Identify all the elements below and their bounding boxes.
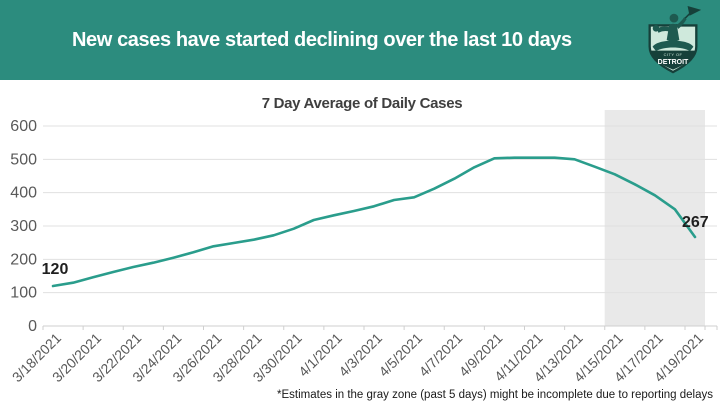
footnote: *Estimates in the gray zone (past 5 days… <box>277 389 713 401</box>
header-banner: New cases have started declining over th… <box>0 0 720 80</box>
logo-figure-arm-left <box>656 26 671 33</box>
logo-detroit-label: DETROIT <box>658 59 689 66</box>
logo-pennant <box>687 6 702 16</box>
chart-region: 7 Day Average of Daily Cases 0 100 200 300 4… <box>0 80 720 405</box>
cases-line <box>51 156 697 288</box>
first-point-label: 120 <box>42 261 69 278</box>
y-tick-label: 500 <box>10 151 37 168</box>
chart-title: 7 Day Average of Daily Cases <box>262 95 463 112</box>
gray-zone <box>604 110 705 326</box>
logo-figure-head <box>669 13 679 23</box>
cases-line-chart: 7 Day Average of Daily Cases 0 100 200 300 4… <box>9 95 718 385</box>
logo-orb <box>652 25 660 32</box>
logo-city-of-label: CITY OF <box>664 52 683 57</box>
city-of-detroit-logo-icon: CITY OF DETROIT <box>648 6 702 74</box>
y-tick-label: 300 <box>10 218 37 235</box>
y-tick-label: 600 <box>10 118 37 135</box>
x-tick-label: 4/5/2021 <box>375 330 425 380</box>
logo-band <box>650 50 696 70</box>
plot-area: 01002003004005006003/18/20213/20/20213/2… <box>9 110 718 385</box>
x-tick-label: 4/1/2021 <box>295 330 345 380</box>
y-tick-label: 200 <box>10 251 37 268</box>
page-title: New cases have started declining over th… <box>72 28 572 51</box>
x-tick-label: 4/3/2021 <box>335 330 385 380</box>
y-tick-label: 100 <box>10 285 37 302</box>
logo-figure-base <box>652 40 694 52</box>
y-tick-label: 400 <box>10 185 37 202</box>
logo-figure-arm-right <box>675 17 687 29</box>
y-tick-label: 0 <box>28 318 37 335</box>
x-tick-label: 4/7/2021 <box>416 330 466 380</box>
last-point-label: 267 <box>682 214 709 231</box>
